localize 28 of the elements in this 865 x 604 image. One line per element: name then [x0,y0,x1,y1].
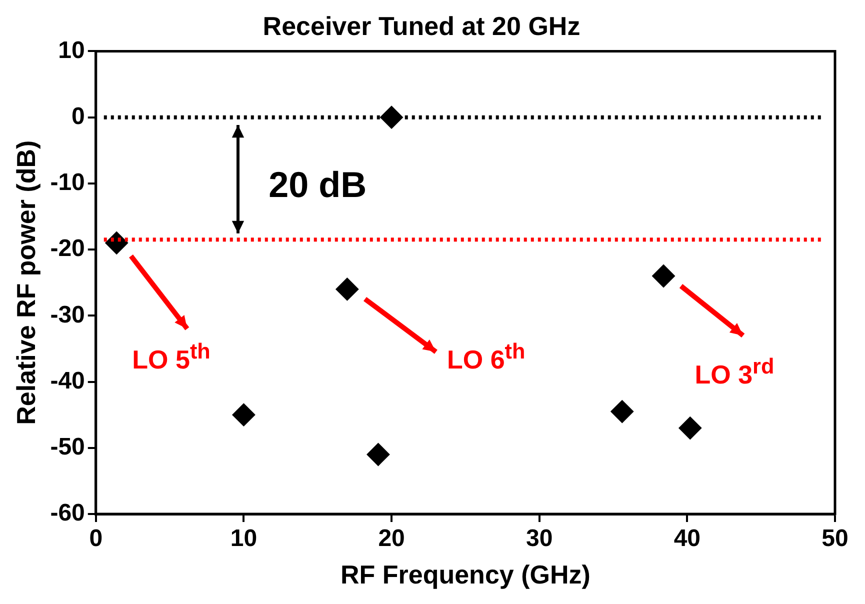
y-tick-label: -10 [50,169,85,196]
annotation: LO 5$^{th}$ [132,338,210,376]
annotation: LO 6$^{th}$ [447,338,526,376]
chart-title: Receiver Tuned at 20 GHz [262,10,580,41]
y-tick-label: 0 [72,102,85,130]
point [105,231,128,254]
x-tick-label: 0 [89,525,103,552]
y-tick-label: 10 [58,36,85,64]
y-tick-label: -50 [50,434,85,461]
point [366,442,390,466]
y-axis-title: Relative RF power (dB) [10,140,41,425]
x-tick-label: 20 [378,525,405,552]
y-tick-label: -30 [50,301,85,328]
point [336,278,359,301]
x-tick-label: 30 [526,525,553,552]
y-tick-label: -20 [50,235,85,262]
x-tick-label: 10 [230,525,258,552]
point [678,416,702,440]
y-tick-label: -60 [50,500,85,527]
x-tick-label: 40 [674,525,701,552]
point [652,264,676,288]
annotation: 20 dB [268,164,367,206]
annotation: LO 3$^{rd}$ [694,354,774,390]
point [232,403,256,426]
x-axis-title: RF Frequency (GHz) [340,560,590,590]
x-tick-label: 50 [822,525,848,552]
point [610,400,634,424]
y-tick-label: -40 [50,367,85,394]
